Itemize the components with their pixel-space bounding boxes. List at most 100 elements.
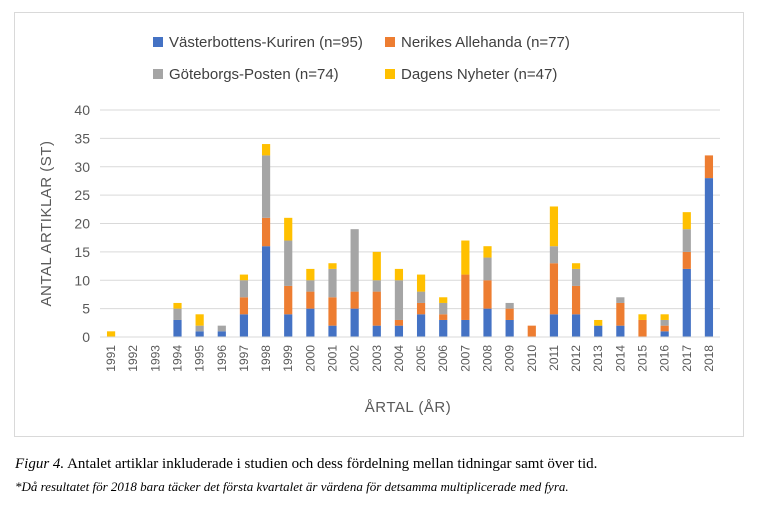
x-tick-label: 2017 [680, 345, 694, 372]
bar-segment [306, 280, 315, 292]
bar-segment [350, 308, 359, 337]
bar-segment [660, 319, 669, 326]
bar-segment [261, 155, 271, 218]
bar-segment [195, 314, 204, 326]
bar-segment [682, 268, 691, 337]
legend-swatch [385, 69, 395, 79]
y-tick-label: 40 [74, 102, 90, 118]
legend-label: Dagens Nyheter (n=47) [401, 66, 557, 83]
bar-segment [505, 302, 514, 309]
bar-segment [394, 325, 404, 337]
bar-segment [195, 325, 204, 332]
x-tick-label: 1991 [104, 345, 118, 372]
bar-segment [439, 319, 448, 337]
legend-swatch [385, 37, 395, 47]
bar-segment [660, 325, 669, 332]
bar-segment [571, 268, 581, 286]
bar-segment [173, 308, 182, 320]
bar-segment [372, 251, 381, 281]
bar-segment [350, 229, 359, 292]
x-tick-label: 2013 [591, 345, 605, 372]
gridlines [100, 109, 720, 310]
bar-segment [328, 297, 337, 326]
bar-segment [483, 280, 492, 309]
x-tick-label: 1993 [148, 345, 162, 372]
bar-segment [483, 308, 492, 337]
x-tick-label: 2014 [613, 345, 627, 372]
bar-segment [416, 274, 426, 292]
bar-segment [461, 274, 470, 320]
bar-segment [483, 257, 492, 281]
figure-note: *Då resultatet för 2018 bara täcker det … [15, 479, 569, 494]
y-tick-label: 10 [74, 272, 90, 288]
bar-segment [682, 212, 691, 230]
chart-frame: Västerbottens-Kuriren (n=95) Nerikes Alle… [14, 12, 744, 437]
bar-segment [682, 229, 691, 252]
bar-segment [704, 155, 714, 179]
y-axis-ticks: 0 5 10 15 20 25 30 35 40 [74, 102, 90, 345]
bar-segment [571, 285, 581, 315]
bar-segment [571, 263, 581, 269]
bar-segment [173, 319, 182, 337]
bar-segment [284, 217, 293, 241]
x-tick-label: 2003 [370, 345, 384, 372]
bar-segment [239, 314, 249, 337]
bar-segment [549, 206, 559, 247]
bar-segment [106, 331, 116, 337]
bar-segment [372, 280, 381, 292]
bar-segment [239, 274, 249, 281]
bar-segment [416, 302, 426, 315]
bar-segment [350, 291, 359, 309]
legend-swatch [153, 37, 163, 47]
bar-segment [306, 291, 315, 309]
x-tick-label: 1992 [126, 345, 140, 372]
bar-segment [549, 263, 559, 315]
bar-segment [416, 314, 426, 337]
legend-label: Västerbottens-Kuriren (n=95) [169, 34, 363, 51]
bar-segment [261, 217, 271, 247]
bar-segment [439, 314, 448, 320]
bar-segment [505, 308, 514, 320]
y-tick-label: 5 [82, 301, 90, 317]
x-axis-title: ÅRTAL (ÅR) [365, 399, 451, 416]
y-tick-label: 15 [74, 244, 90, 260]
bars [106, 144, 714, 337]
bar-segment [217, 325, 226, 332]
bar-segment [660, 331, 669, 337]
figure-label: Figur 4. [15, 456, 65, 472]
bar-segment [527, 325, 536, 337]
bar-segment [549, 314, 559, 337]
bar-segment [594, 325, 603, 337]
bar-segment [239, 297, 249, 315]
x-tick-label: 1997 [237, 345, 251, 372]
bar-segment [461, 240, 470, 275]
bar-segment [616, 325, 625, 337]
bar-segment [682, 251, 691, 269]
x-tick-label: 2011 [547, 345, 561, 371]
x-tick-label: 2007 [458, 345, 472, 372]
x-tick-label: 1998 [259, 345, 273, 372]
bar-segment [549, 246, 559, 264]
bar-segment [439, 297, 448, 303]
bar-segment [261, 246, 271, 337]
bar-segment [461, 319, 470, 337]
figure-caption-text: Antalet artiklar inkluderade i studien o… [64, 456, 598, 472]
bar-segment [261, 144, 271, 156]
bar-segment [394, 268, 404, 281]
bar-segment [416, 291, 426, 303]
y-tick-label: 30 [74, 159, 90, 175]
legend: Västerbottens-Kuriren (n=95) Nerikes Alle… [153, 34, 570, 83]
x-tick-label: 2006 [436, 345, 450, 372]
x-tick-label: 1996 [215, 345, 229, 372]
bar-segment [372, 325, 381, 337]
x-axis-ticks: 1991 1992 1993 1994 1995 1996 1997 1998 1999 2000… [104, 345, 716, 372]
bar-segment [505, 319, 514, 337]
x-tick-label: 2010 [525, 345, 539, 372]
bar-segment [616, 297, 625, 303]
bar-segment [660, 314, 669, 320]
x-tick-label: 1999 [281, 345, 295, 372]
bar-segment [638, 319, 647, 337]
y-tick-label: 0 [82, 329, 90, 345]
bar-segment [306, 308, 315, 337]
x-tick-label: 2016 [658, 345, 672, 372]
